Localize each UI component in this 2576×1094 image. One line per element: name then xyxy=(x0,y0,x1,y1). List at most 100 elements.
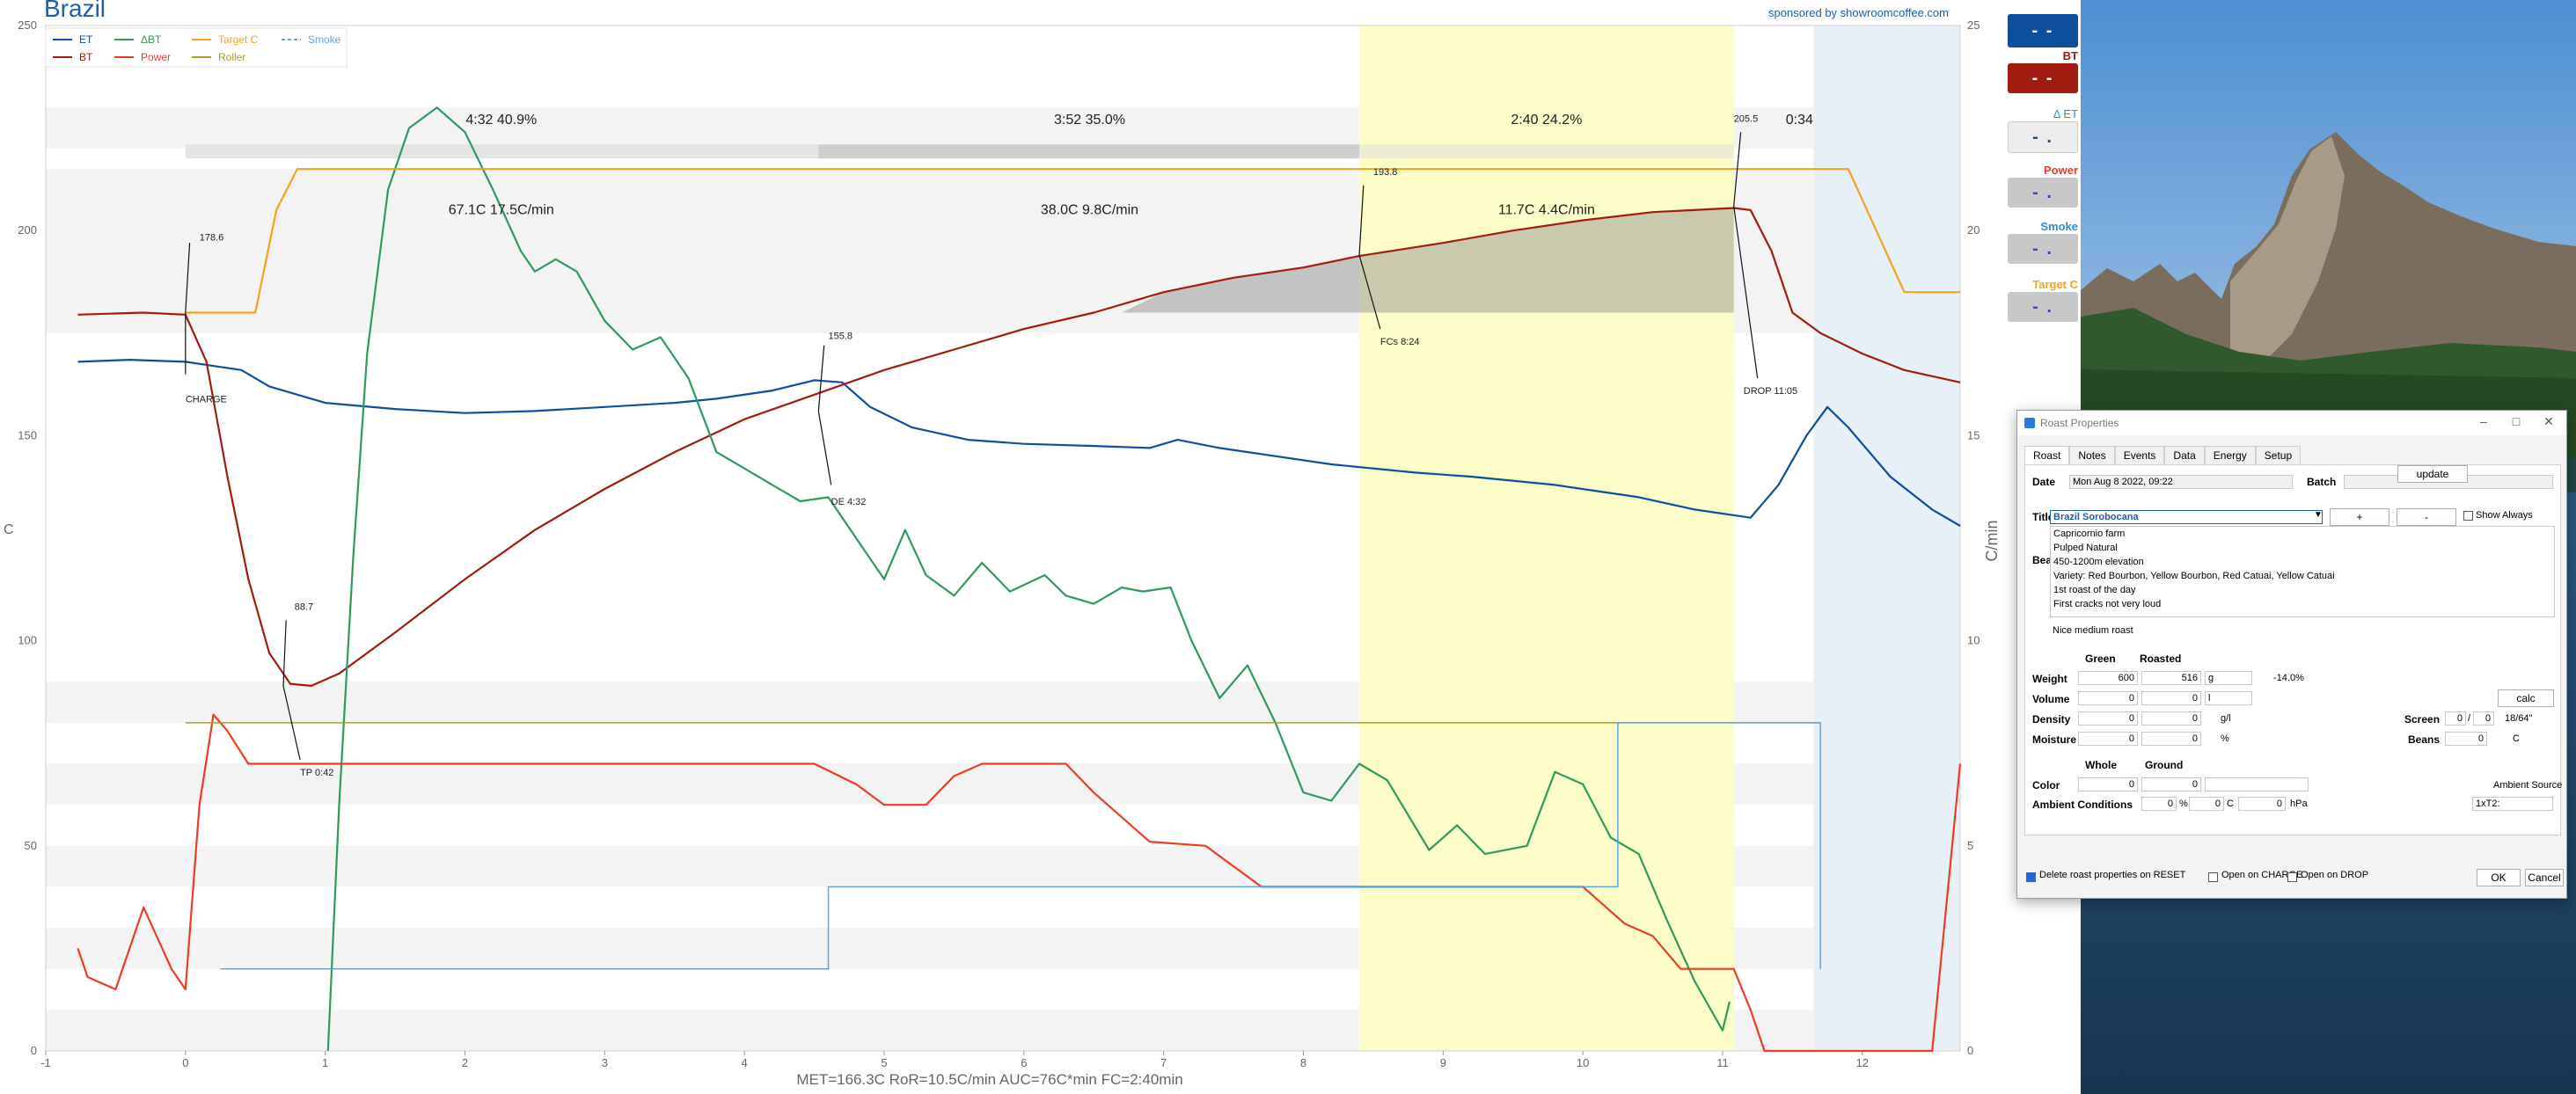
delete-on-reset-checkbox[interactable] xyxy=(2026,872,2036,882)
weight-unit-select[interactable]: g xyxy=(2205,671,2252,685)
dialog-title: Roast Properties xyxy=(2040,417,2119,429)
annotation-leader xyxy=(1733,132,1759,379)
y-left-tick-label: 150 xyxy=(18,428,37,441)
ambient-temp-field[interactable]: 0 xyxy=(2189,797,2224,811)
color-whole-field[interactable]: 0 xyxy=(2078,777,2138,791)
moisture-label: Moisture xyxy=(2032,733,2077,746)
drop-phase-label: 0:34 xyxy=(1786,113,1813,128)
maximize-icon[interactable]: □ xyxy=(2512,414,2521,428)
legend-box xyxy=(45,27,348,68)
x-tick-label: 1 xyxy=(322,1056,328,1069)
beans-temp-field[interactable]: 0 xyxy=(2445,732,2487,746)
cancel-button[interactable]: Cancel xyxy=(2525,869,2564,886)
title-remove-button[interactable]: - xyxy=(2397,508,2456,526)
minimize-icon[interactable]: – xyxy=(2480,414,2487,428)
y-right-tick-label: 25 xyxy=(1967,18,1980,32)
lcd-power: Power - . xyxy=(2008,164,2078,208)
tab-notes[interactable]: Notes xyxy=(2069,446,2115,464)
volume-roasted-field[interactable]: 0 xyxy=(2141,691,2201,705)
annotation-value: 193.8 xyxy=(1373,167,1398,178)
ambient-label: Ambient Conditions xyxy=(2032,799,2133,811)
dialog-tabs: Roast Notes Events Data Energy Setup xyxy=(2024,446,2302,464)
tab-setup[interactable]: Setup xyxy=(2255,446,2302,464)
annotation-event: DE 4:32 xyxy=(831,497,867,507)
legend-label: ΔBT xyxy=(141,33,162,46)
date-field[interactable]: Mon Aug 8 2022, 09:22 xyxy=(2069,475,2293,489)
volume-green-field[interactable]: 0 xyxy=(2078,691,2138,705)
y-left-tick-label: 100 xyxy=(18,634,37,647)
legend-label: BT xyxy=(79,51,93,63)
title-combobox[interactable]: Brazil Sorobocana xyxy=(2050,510,2323,524)
moisture-roasted-field[interactable]: 0 xyxy=(2141,732,2201,746)
ambient-temp-unit: C xyxy=(2227,799,2234,809)
date-label: Date xyxy=(2032,476,2056,488)
density-roasted-field[interactable]: 0 xyxy=(2141,711,2201,726)
open-on-drop-checkbox[interactable] xyxy=(2287,872,2297,882)
roast-chart[interactable]: -1 0 1 2 3 4 5 6 7 8 9 10 11 120501001502002500510152… xyxy=(0,0,2081,1094)
x-tick-label: 6 xyxy=(1021,1056,1027,1069)
lcd-target-label: Target C xyxy=(2032,278,2078,291)
close-icon[interactable]: ✕ xyxy=(2543,414,2554,428)
lcd-target: Target C - . xyxy=(2008,278,2078,322)
phase-time-label: 2:40 24.2% xyxy=(1511,113,1582,128)
ambient-humidity-unit: % xyxy=(2179,799,2188,809)
lcd-et: - - xyxy=(2008,0,2078,47)
color-system-select[interactable] xyxy=(2205,777,2309,791)
annotation-value: 178.6 xyxy=(200,233,224,244)
ok-button[interactable]: OK xyxy=(2477,869,2521,886)
legend-label: ET xyxy=(79,33,93,46)
weight-green-field[interactable]: 600 xyxy=(2078,671,2138,685)
tab-roast[interactable]: Roast xyxy=(2024,446,2070,464)
beans-line: Capricornio farm xyxy=(2053,529,2126,539)
volume-unit-select[interactable]: l xyxy=(2205,691,2252,705)
color-label: Color xyxy=(2032,779,2060,791)
tab-data[interactable]: Data xyxy=(2164,446,2205,464)
screen-unit: 18/64" xyxy=(2505,713,2533,724)
beans-textarea[interactable]: Capricornio farm Pulped Natural 450-1200… xyxy=(2050,526,2555,617)
phase-band xyxy=(1813,26,1960,1051)
x-tick-label: 9 xyxy=(1440,1056,1446,1069)
green-header: Green xyxy=(2085,653,2116,665)
density-green-field[interactable]: 0 xyxy=(2078,711,2138,726)
chevron-down-icon[interactable]: ▼ xyxy=(2314,510,2323,520)
x-tick-label: 7 xyxy=(1160,1056,1167,1069)
sponsor-link[interactable]: sponsored by showroomcoffee.com xyxy=(1768,6,1949,19)
annotation-event: FCs 8:24 xyxy=(1380,337,1420,347)
annotation-leader xyxy=(1358,185,1381,330)
update-button[interactable]: update xyxy=(2397,465,2468,483)
legend-label: Target C xyxy=(218,33,259,46)
tab-events[interactable]: Events xyxy=(2114,446,2165,464)
phase-bar-development xyxy=(1359,144,1734,159)
screen-max-field[interactable]: 0 xyxy=(2473,711,2494,726)
y-right-tick-label: 10 xyxy=(1967,634,1980,647)
screen-min-field[interactable]: 0 xyxy=(2445,711,2466,726)
color-ground-field[interactable]: 0 xyxy=(2141,777,2201,791)
lcd-panel: - - BT - - Δ ET - . Power - . Smoke - . … xyxy=(1997,0,2081,1094)
y-left-tick-label: 200 xyxy=(18,223,37,237)
calc-button[interactable]: calc xyxy=(2498,689,2554,707)
title-add-button[interactable]: + xyxy=(2330,508,2389,526)
ambient-source-select[interactable]: 1xT2: xyxy=(2472,797,2553,811)
density-unit: g/l xyxy=(2221,713,2231,724)
y-left-tick-label: 0 xyxy=(31,1044,37,1057)
x-tick-label: 5 xyxy=(881,1056,887,1069)
weight-roasted-field[interactable]: 516 xyxy=(2141,671,2201,685)
y-right-tick-label: 5 xyxy=(1967,839,1973,852)
dialog-titlebar: Roast Properties xyxy=(2017,411,2566,435)
series-line-bt xyxy=(326,106,1731,1052)
phase-time-label: 4:32 40.9% xyxy=(465,113,537,128)
y-left-axis-label: C xyxy=(4,522,14,537)
ambient-humidity-field[interactable]: 0 xyxy=(2141,797,2177,811)
moisture-green-field[interactable]: 0 xyxy=(2078,732,2138,746)
show-always-checkbox[interactable] xyxy=(2463,511,2473,521)
screen-label: Screen xyxy=(2404,713,2441,726)
open-on-charge-checkbox[interactable] xyxy=(2208,872,2218,882)
ambient-pressure-field[interactable]: 0 xyxy=(2238,797,2286,811)
lcd-target-value: - . xyxy=(2008,292,2078,322)
x-tick-label: 10 xyxy=(1577,1056,1589,1069)
title-label: Title xyxy=(2032,511,2054,523)
beans-temp-label: Beans xyxy=(2408,733,2441,746)
screen-separator: / xyxy=(2468,713,2471,724)
annotation-value: 155.8 xyxy=(828,331,853,341)
tab-energy[interactable]: Energy xyxy=(2204,446,2256,464)
